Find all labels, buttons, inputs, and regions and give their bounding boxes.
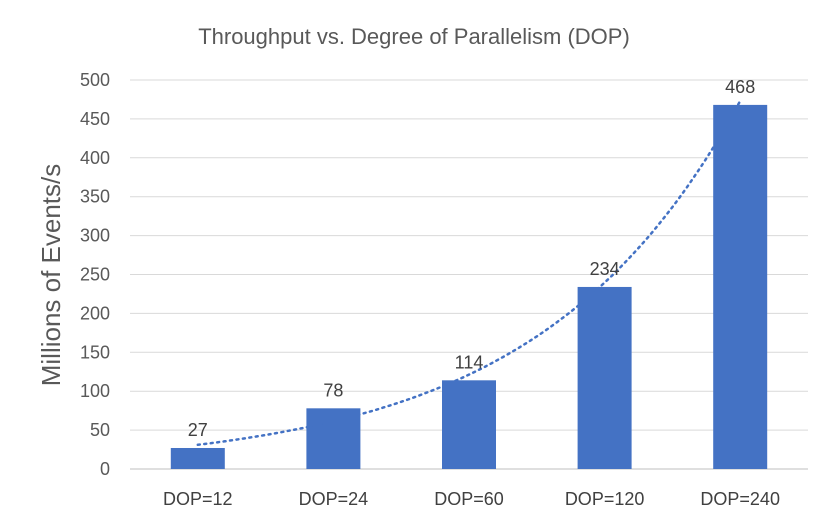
y-tick-label: 400	[80, 148, 110, 168]
y-tick-label: 300	[80, 226, 110, 246]
bar-dop-240	[713, 104, 768, 469]
y-tick-label: 150	[80, 342, 110, 362]
bar-dop-24	[306, 408, 361, 469]
y-tick-label: 0	[100, 459, 110, 479]
y-tick-label: 450	[80, 109, 110, 129]
data-label: 234	[590, 259, 620, 279]
bar-dop-12	[170, 447, 225, 469]
data-label: 27	[188, 420, 208, 440]
gridlines	[130, 79, 808, 470]
bar-dop-60	[442, 380, 496, 469]
x-axis-ticks: DOP=12 DOP=24 DOP=60 DOP=120 DOP=240	[163, 489, 780, 509]
y-tick-label: 250	[80, 265, 110, 285]
exponential-trendline	[196, 99, 742, 447]
y-axis-ticks: 0 50 100 150 200 250 300 350 400 450 500	[80, 70, 110, 479]
x-tick-label: DOP=12	[163, 489, 233, 509]
x-tick-label: DOP=240	[700, 489, 780, 509]
y-tick-label: 500	[80, 70, 110, 90]
bar-dop-120	[577, 286, 632, 469]
data-label: 468	[725, 77, 755, 97]
x-tick-label: DOP=24	[299, 489, 369, 509]
trendline	[196, 99, 742, 447]
data-label: 114	[455, 352, 484, 372]
x-tick-label: DOP=120	[565, 489, 645, 509]
bars	[170, 104, 768, 469]
y-tick-label: 100	[80, 381, 110, 401]
y-tick-label: 350	[80, 187, 110, 207]
data-labels: 27 78 114 234 468	[188, 77, 755, 440]
y-tick-label: 50	[90, 420, 110, 440]
data-label: 78	[323, 380, 343, 400]
x-tick-label: DOP=60	[434, 489, 504, 509]
y-axis-label: Millions of Events/s	[36, 164, 66, 387]
y-tick-label: 200	[80, 303, 110, 323]
chart-title: Throughput vs. Degree of Parallelism (DO…	[198, 24, 630, 49]
